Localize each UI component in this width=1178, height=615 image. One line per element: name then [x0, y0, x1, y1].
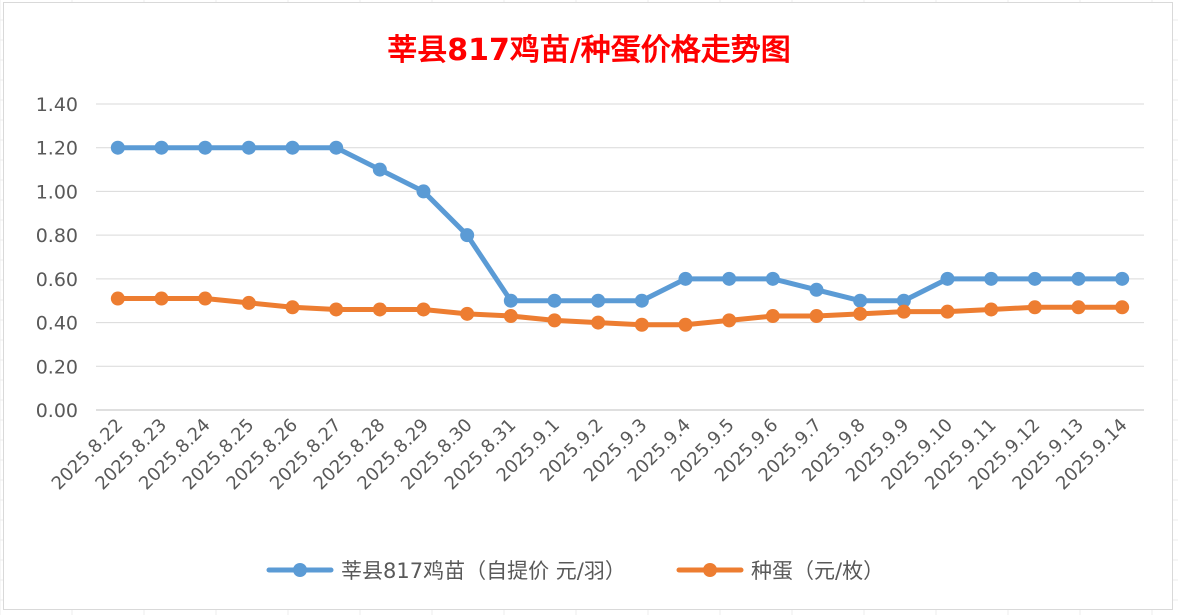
data-point — [896, 293, 911, 308]
y-tick-label: 1.00 — [36, 181, 78, 203]
legend-label: 种蛋（元/枚） — [751, 559, 884, 583]
data-point — [503, 293, 518, 308]
data-point — [765, 309, 780, 324]
y-tick-label: 0.40 — [36, 313, 78, 335]
data-point — [372, 302, 387, 317]
data-point — [241, 295, 256, 310]
data-point — [1027, 271, 1042, 286]
data-point — [722, 313, 737, 328]
series-line — [115, 145, 1125, 304]
plot-area: 0.000.200.400.600.801.001.201.402025.8.2… — [36, 94, 1144, 583]
data-point — [809, 282, 824, 297]
series-line — [115, 296, 1125, 328]
legend-swatch-marker — [703, 563, 717, 577]
data-point — [765, 271, 780, 286]
data-point — [110, 291, 125, 306]
data-point — [285, 300, 300, 315]
data-point — [591, 315, 606, 330]
y-tick-label: 0.80 — [36, 225, 78, 247]
data-point — [547, 313, 562, 328]
data-point — [678, 271, 693, 286]
y-tick-label: 1.40 — [36, 94, 78, 116]
data-point — [722, 271, 737, 286]
data-point — [198, 140, 213, 155]
y-tick-label: 0.20 — [36, 356, 78, 378]
data-point — [372, 162, 387, 177]
data-point — [503, 309, 518, 324]
chart-title: 莘县817鸡苗/种蛋价格走势图 — [387, 33, 791, 68]
data-point — [634, 293, 649, 308]
data-point — [809, 309, 824, 324]
legend-label: 莘县817鸡苗（自提价 元/羽） — [341, 559, 626, 583]
y-tick-label: 0.60 — [36, 269, 78, 291]
data-point — [984, 271, 999, 286]
data-point — [329, 140, 344, 155]
y-tick-label: 0.00 — [36, 400, 78, 422]
data-point — [1115, 300, 1130, 315]
data-point — [547, 293, 562, 308]
data-point — [853, 306, 868, 321]
data-point — [591, 293, 606, 308]
data-point — [634, 317, 649, 332]
data-point — [154, 140, 169, 155]
data-point — [285, 140, 300, 155]
data-point — [241, 140, 256, 155]
data-point — [984, 302, 999, 317]
data-point — [1071, 300, 1086, 315]
chart-area[interactable]: 莘县817鸡苗/种蛋价格走势图 0.00 0.20 0.40 0.60 0.80 1.00… — [3, 2, 1173, 610]
data-point — [460, 306, 475, 321]
data-point — [198, 291, 213, 306]
data-point — [416, 302, 431, 317]
data-point — [110, 140, 125, 155]
data-point — [460, 228, 475, 243]
data-point — [416, 184, 431, 199]
legend-swatch-marker — [293, 563, 307, 577]
data-point — [154, 291, 169, 306]
data-point — [896, 304, 911, 319]
data-point — [853, 293, 868, 308]
data-point — [329, 302, 344, 317]
data-point — [940, 271, 955, 286]
data-point — [940, 304, 955, 319]
y-tick-label: 1.20 — [36, 138, 78, 160]
data-point — [678, 317, 693, 332]
data-point — [1115, 271, 1130, 286]
data-point — [1071, 271, 1086, 286]
data-point — [1027, 300, 1042, 315]
